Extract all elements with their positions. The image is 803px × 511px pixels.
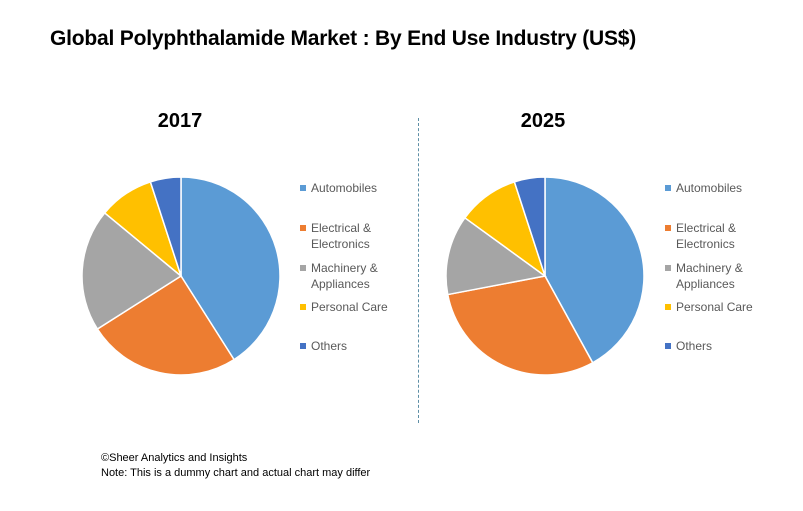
legend-label: Others	[311, 339, 348, 353]
legend-swatch	[300, 343, 306, 349]
legend-label: Electrical & Electronics	[676, 221, 737, 251]
pie-svg-2017	[81, 176, 281, 376]
legend-swatch	[665, 265, 671, 271]
disclaimer-note: Note: This is a dummy chart and actual c…	[101, 467, 371, 479]
source-credit: ©Sheer Analytics and Insights	[101, 452, 248, 464]
pie-svg-2025	[445, 176, 645, 376]
legend-item-2017-others: Others	[300, 338, 411, 354]
pie-chart-2025: 2025 Automobiles Electrical & Electronics M…	[395, 100, 785, 420]
legend-swatch	[300, 185, 306, 191]
legend-label: Machinery & Appliances	[676, 261, 743, 291]
pie-slice-2025-machinery-and-appliances	[445, 216, 547, 296]
legend-item-2025-personal-care: Personal Care	[665, 299, 776, 315]
pie-slice-2025-automobiles	[544, 176, 645, 364]
legend-label: Others	[676, 339, 713, 353]
legend-label: Electrical & Electronics	[311, 221, 372, 251]
legend-item-2017-electrical-and-electronics: Electrical & Electronics	[300, 220, 411, 252]
legend-swatch	[665, 304, 671, 310]
pie-chart-2017: 2017 Automobiles Electrical & Electronics M…	[30, 100, 420, 420]
pie-title-2017: 2017	[157, 110, 203, 132]
legend-item-2025-machinery-and-appliances: Machinery & Appliances	[665, 260, 776, 292]
legend-swatch	[300, 225, 306, 231]
legend-item-2025-automobiles: Automobiles	[665, 180, 776, 196]
legend-swatch	[665, 225, 671, 231]
legend-swatch	[300, 304, 306, 310]
legend-label: Machinery & Appliances	[311, 261, 378, 291]
legend-item-2017-machinery-and-appliances: Machinery & Appliances	[300, 260, 411, 292]
panel-divider	[418, 118, 419, 423]
legend-label: Personal Care	[311, 300, 388, 314]
legend-item-2017-automobiles: Automobiles	[300, 180, 411, 196]
footer: ©Sheer Analytics and Insights Note: This…	[101, 451, 370, 481]
legend-label: Personal Care	[676, 300, 753, 314]
pie-slice-2017-others	[149, 176, 182, 277]
pie-slice-2017-electrical-and-electronics	[96, 274, 236, 376]
legend-item-2025-electrical-and-electronics: Electrical & Electronics	[665, 220, 776, 252]
pie-slice-2025-electrical-and-electronics	[446, 275, 594, 376]
legend-label: Automobiles	[311, 181, 378, 195]
legend-item-2017-personal-care: Personal Care	[300, 299, 411, 315]
legend-item-2025-others: Others	[665, 338, 776, 354]
legend-swatch	[665, 343, 671, 349]
legend-swatch	[300, 265, 306, 271]
legend-label: Automobiles	[676, 181, 743, 195]
chart-title: Global Polyphthalamide Market : By End U…	[50, 27, 637, 50]
pie-title-2025: 2025	[520, 110, 566, 132]
pie-slice-2017-machinery-and-appliances	[81, 211, 183, 331]
pie-slice-2025-others	[513, 176, 546, 277]
legend-swatch	[665, 185, 671, 191]
